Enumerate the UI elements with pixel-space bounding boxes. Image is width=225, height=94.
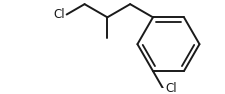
- Text: Cl: Cl: [164, 82, 176, 94]
- Text: Cl: Cl: [53, 8, 65, 21]
